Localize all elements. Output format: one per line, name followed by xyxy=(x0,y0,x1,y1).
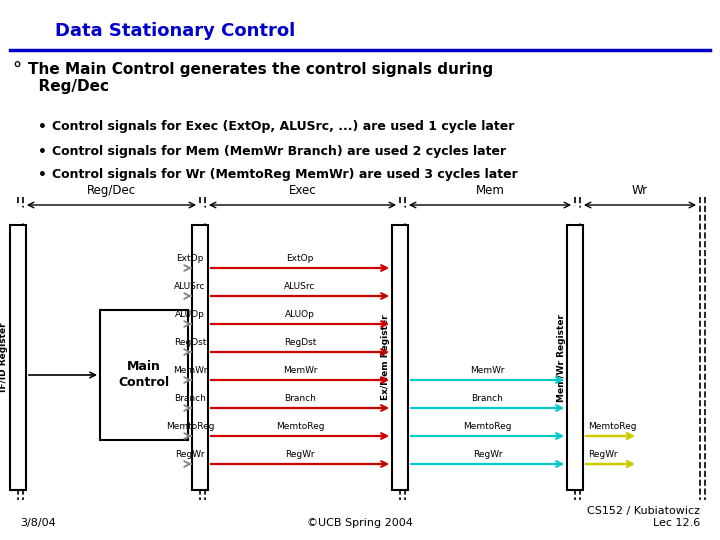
Text: •: • xyxy=(38,145,47,159)
Circle shape xyxy=(392,207,408,223)
Text: MemWr: MemWr xyxy=(283,366,318,375)
Text: Wr: Wr xyxy=(632,184,648,197)
Text: MemWr: MemWr xyxy=(173,366,207,375)
Bar xyxy=(392,225,408,490)
Text: MemtoReg: MemtoReg xyxy=(588,422,636,431)
Text: Mem/Wr Register: Mem/Wr Register xyxy=(557,314,565,402)
Circle shape xyxy=(192,207,208,223)
Text: Branch: Branch xyxy=(174,394,206,403)
Text: ALUSrc: ALUSrc xyxy=(284,282,315,291)
Bar xyxy=(192,225,208,490)
Text: ALUSrc: ALUSrc xyxy=(174,282,206,291)
Text: Branch: Branch xyxy=(472,394,503,403)
Text: RegDst: RegDst xyxy=(284,338,316,347)
Text: Branch: Branch xyxy=(284,394,316,403)
Text: The Main Control generates the control signals during
  Reg/Dec: The Main Control generates the control s… xyxy=(28,62,493,94)
Text: RegDst: RegDst xyxy=(174,338,206,347)
Text: RegWr: RegWr xyxy=(175,450,204,459)
Text: ©UCB Spring 2004: ©UCB Spring 2004 xyxy=(307,518,413,528)
Text: MemtoReg: MemtoReg xyxy=(276,422,324,431)
Text: Mem: Mem xyxy=(476,184,505,197)
Text: Control: Control xyxy=(118,376,170,389)
Text: MemtoReg: MemtoReg xyxy=(166,422,215,431)
Text: Reg/Dec: Reg/Dec xyxy=(87,184,136,197)
Bar xyxy=(567,225,583,490)
Text: Control signals for Mem (MemWr Branch) are used 2 cycles later: Control signals for Mem (MemWr Branch) a… xyxy=(52,145,506,158)
Text: ALUOp: ALUOp xyxy=(175,310,205,319)
Text: RegWr: RegWr xyxy=(473,450,503,459)
Text: 3/8/04: 3/8/04 xyxy=(20,518,55,528)
Text: ExtOp: ExtOp xyxy=(287,254,314,263)
Text: IF/ID Register: IF/ID Register xyxy=(0,323,9,393)
Text: Control signals for Wr (MemtoReg MemWr) are used 3 cycles later: Control signals for Wr (MemtoReg MemWr) … xyxy=(52,168,518,181)
Text: •: • xyxy=(38,120,47,134)
Text: °: ° xyxy=(12,62,21,80)
Circle shape xyxy=(10,207,26,223)
Text: MemWr: MemWr xyxy=(470,366,505,375)
Text: Main: Main xyxy=(127,361,161,374)
Circle shape xyxy=(567,207,583,223)
Text: ExtOp: ExtOp xyxy=(176,254,204,263)
Text: Control signals for Exec (ExtOp, ALUSrc, ...) are used 1 cycle later: Control signals for Exec (ExtOp, ALUSrc,… xyxy=(52,120,514,133)
Text: Exec: Exec xyxy=(289,184,316,197)
Text: MemtoReg: MemtoReg xyxy=(463,422,512,431)
Text: •: • xyxy=(38,168,47,182)
Text: Data Stationary Control: Data Stationary Control xyxy=(55,22,295,40)
Text: RegWr: RegWr xyxy=(285,450,315,459)
Text: ID/Ex Register: ID/Ex Register xyxy=(181,321,191,394)
Text: RegWr: RegWr xyxy=(588,450,618,459)
Bar xyxy=(10,225,26,490)
Text: Ex/Mem Register: Ex/Mem Register xyxy=(382,315,390,400)
Text: CS152 / Kubiatowicz
Lec 12.6: CS152 / Kubiatowicz Lec 12.6 xyxy=(587,507,700,528)
Text: ALUOp: ALUOp xyxy=(285,310,315,319)
Bar xyxy=(100,310,188,440)
